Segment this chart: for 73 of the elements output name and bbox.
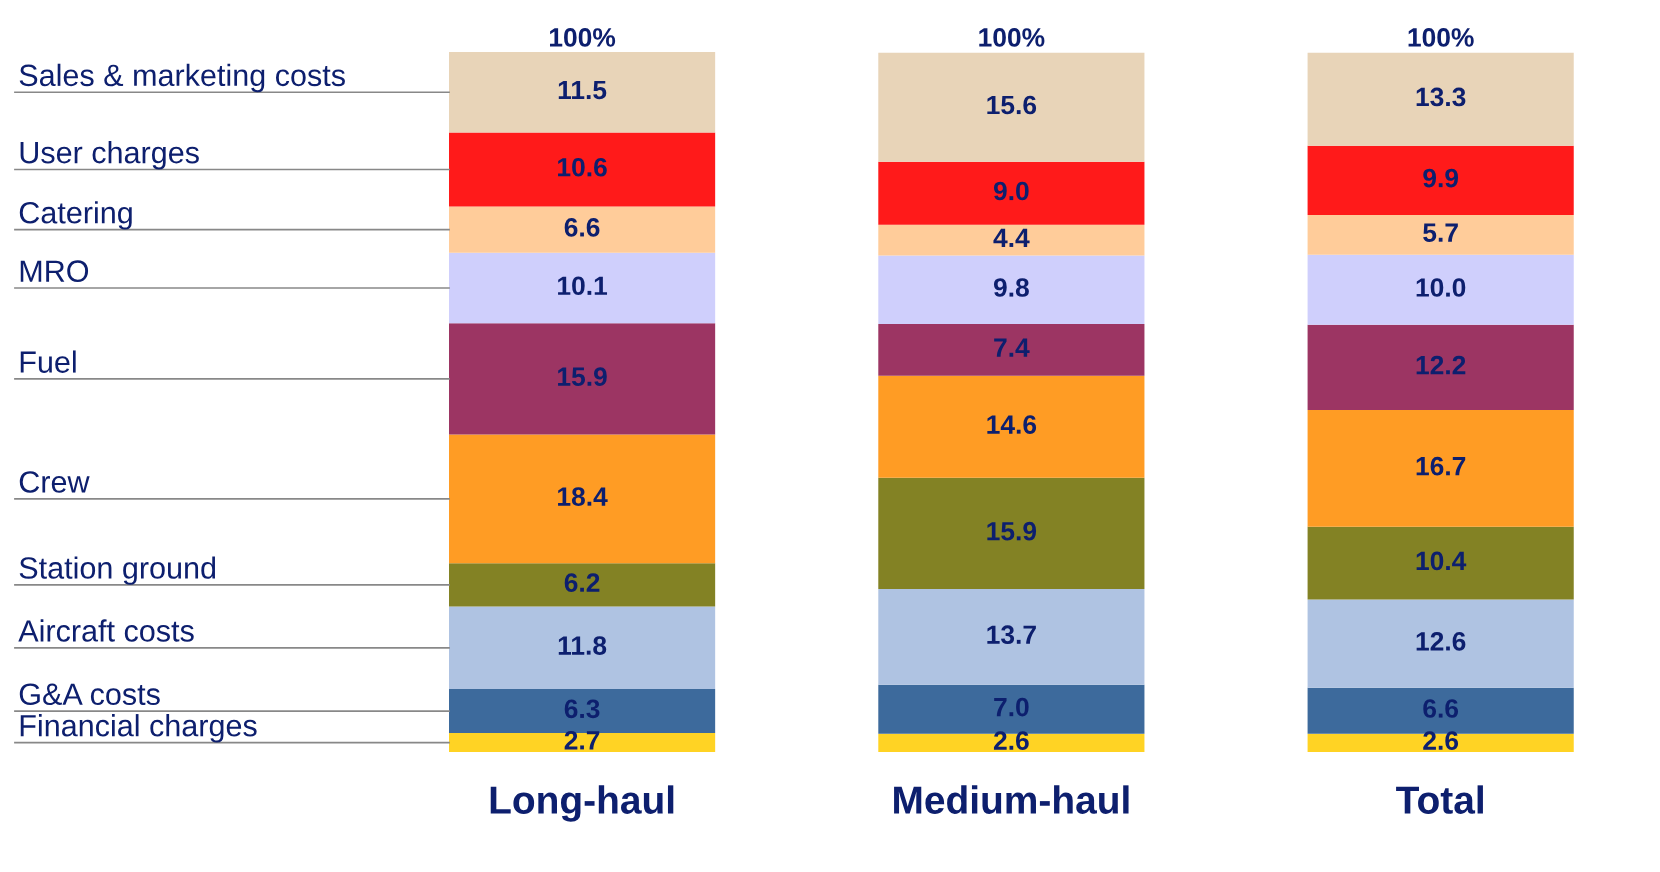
bar (449, 206, 716, 253)
data-label: 15.9 (987, 521, 1037, 541)
data-label: 10.6 (558, 157, 607, 177)
total-label: 100% (979, 28, 1045, 47)
text: Aircraft costs (18, 619, 194, 642)
data-label: 18.4 (558, 487, 608, 506)
data-label: 12.6 (1416, 632, 1466, 651)
bar (1307, 52, 1574, 146)
total-label: 100% (550, 28, 616, 47)
bar (1307, 214, 1574, 255)
bar (449, 52, 716, 133)
bar (878, 733, 1145, 752)
data-label: 10.1 (558, 276, 608, 296)
data-label: 13.3 (1416, 87, 1466, 107)
text: Financial charges (20, 714, 257, 743)
bar (1307, 410, 1574, 527)
text: Station ground (19, 556, 216, 585)
data-label: 7.0 (994, 697, 1029, 717)
bar (449, 132, 716, 207)
bar (878, 255, 1145, 325)
bar (449, 323, 716, 435)
data-label: 6.6 (564, 218, 600, 237)
data-label: 2.7 (564, 730, 600, 750)
total-label: 100% (1408, 28, 1474, 47)
data-label: 6.2 (564, 573, 600, 592)
x-tick-label: Total (1396, 785, 1483, 814)
bar (878, 52, 1145, 162)
data-label: 9.8 (993, 278, 1029, 297)
bar (1307, 526, 1574, 600)
bar (878, 375, 1145, 478)
bar (1307, 599, 1574, 688)
bar (878, 477, 1145, 590)
data-label: 15.6 (987, 95, 1037, 115)
bar (1307, 145, 1574, 215)
bar (878, 324, 1145, 376)
bar (449, 434, 716, 564)
x-tick-label: Long-haul (490, 785, 674, 822)
text: Catering (19, 201, 132, 230)
bar (1307, 254, 1574, 325)
text: MRO (20, 260, 89, 282)
data-label: 11.5 (558, 80, 607, 100)
data-label: 16.7 (1416, 456, 1466, 476)
text: Fuel (20, 350, 76, 373)
bar (1307, 733, 1574, 752)
data-label: 10.0 (1416, 278, 1466, 297)
data-label: 15.9 (558, 367, 607, 387)
text: Sales & marketing costs (19, 63, 345, 93)
bar (878, 224, 1145, 256)
text: G&A costs (19, 683, 160, 706)
bar (878, 161, 1145, 225)
data-label: 13.7 (987, 625, 1036, 645)
bar (449, 733, 716, 752)
data-label: 12.2 (1416, 355, 1466, 375)
bar (1307, 324, 1574, 411)
data-label: 2.6 (1423, 731, 1459, 750)
data-label: 6.6 (1423, 699, 1459, 718)
x-tick-label: Medium-haul (894, 785, 1129, 814)
data-label: 9.9 (1423, 168, 1459, 188)
data-label: 10.4 (1416, 551, 1467, 571)
data-label: 4.4 (993, 228, 1030, 247)
data-label: 5.7 (1423, 223, 1458, 242)
text: User charges (20, 141, 199, 170)
text: Crew (19, 471, 90, 493)
data-label: 7.4 (994, 338, 1030, 357)
bar (878, 589, 1145, 685)
data-label: 14.6 (987, 415, 1037, 434)
data-label: 6.3 (564, 699, 600, 719)
data-label: 9.0 (993, 181, 1029, 201)
bar (449, 606, 716, 690)
data-label: 11.8 (558, 636, 607, 655)
data-label: 2.6 (993, 731, 1029, 750)
bar (449, 252, 716, 324)
bar (449, 563, 716, 607)
